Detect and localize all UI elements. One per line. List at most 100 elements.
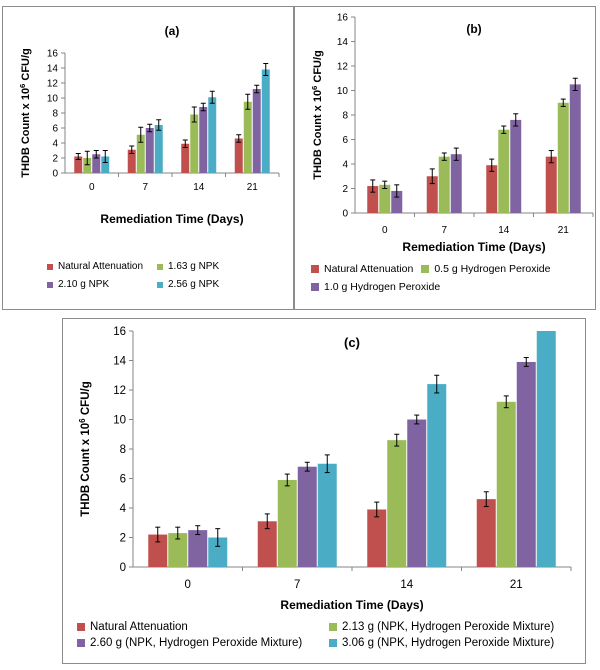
legend-swatch xyxy=(421,265,430,273)
bar-red xyxy=(127,149,136,173)
x-tick-label: 0 xyxy=(185,579,191,591)
bar-purple xyxy=(391,190,403,213)
legend-label: Natural Attenuation xyxy=(58,261,144,272)
x-axis-label: Remediation Time (Days) xyxy=(280,598,423,612)
bar-purple xyxy=(297,466,317,567)
legend-swatch xyxy=(77,639,85,647)
bar-red xyxy=(181,143,190,173)
chart-title: (c) xyxy=(344,335,360,350)
y-tick-label: 4 xyxy=(52,139,58,150)
y-tick-label: 4 xyxy=(120,503,127,515)
bar-cyan xyxy=(317,463,337,567)
x-tick-label: 7 xyxy=(294,579,300,591)
legend-swatch xyxy=(311,283,319,291)
bar-red xyxy=(257,521,277,567)
bar-red xyxy=(234,138,243,173)
x-tick-label: 0 xyxy=(89,182,95,193)
bar-cyan xyxy=(154,125,163,173)
legend-item: Natural Attenuation xyxy=(77,621,321,633)
y-tick-label: 6 xyxy=(52,124,58,135)
chart-c-legend: Natural Attenuation 2.13 g (NPK, Hydrogen… xyxy=(77,621,583,649)
y-tick-label: 14 xyxy=(47,64,59,75)
legend-swatch xyxy=(77,623,85,631)
bar-red xyxy=(367,186,379,213)
y-axis-label-exponent: 6 xyxy=(18,84,27,88)
chart-title: (b) xyxy=(466,22,481,36)
bar-green xyxy=(438,156,450,213)
y-axis-label-suffix: CFU/g xyxy=(80,381,92,418)
legend-item: Natural Attenuation xyxy=(47,261,149,272)
y-tick-label: 8 xyxy=(342,111,348,122)
y-tick-label: 12 xyxy=(113,385,126,397)
y-tick-label: 12 xyxy=(47,79,59,90)
chart-title: (a) xyxy=(165,24,180,38)
legend-label: 0.5 g Hydrogen Peroxide xyxy=(434,263,551,275)
y-tick-label: 14 xyxy=(113,356,126,368)
y-axis-label: THDB Count x 106 CFU/g xyxy=(310,50,324,180)
x-tick-label: 14 xyxy=(400,579,413,591)
legend-item: 2.56 g NPK xyxy=(157,279,259,290)
y-tick-label: 12 xyxy=(337,62,349,73)
bar-purple xyxy=(188,530,208,567)
y-axis-label-prefix: THDB Count x 10 xyxy=(80,423,92,517)
bar-cyan xyxy=(261,69,270,173)
chart-b-legend: Natural Attenuation 0.5 g Hydrogen Peroxi… xyxy=(311,263,595,293)
legend-item: 1.0 g Hydrogen Peroxide xyxy=(311,281,440,293)
y-axis-label: THDB Count x 106 CFU/g xyxy=(78,381,92,516)
y-tick-label: 8 xyxy=(120,444,126,456)
legend-item: 3.06 g (NPK, Hydrogen Peroxide Mixture) xyxy=(329,637,573,649)
bar-purple xyxy=(252,89,261,173)
y-tick-label: 4 xyxy=(342,160,348,171)
x-tick-label: 21 xyxy=(558,225,570,236)
chart-b-svg: 0 2 4 6 8 10 12 14 16 0 7 14 21 (b) Remediation Time (… xyxy=(310,13,594,254)
bar-green xyxy=(168,533,188,567)
legend-swatch xyxy=(311,265,319,273)
y-tick-label: 16 xyxy=(47,49,59,60)
y-tick-label: 0 xyxy=(342,209,348,220)
legend-item: 2.60 g (NPK, Hydrogen Peroxide Mixture) xyxy=(77,637,321,649)
y-tick-label: 2 xyxy=(120,533,126,545)
chart-panel-b: 0 2 4 6 8 10 12 14 16 0 7 14 21 (b) Remediation Time (… xyxy=(294,6,596,310)
bar-cyan xyxy=(427,384,447,567)
x-axis-label: Remediation Time (Days) xyxy=(100,212,243,226)
bar-green xyxy=(136,134,145,173)
legend-label: Natural Attenuation xyxy=(324,263,414,275)
bar-red xyxy=(74,156,83,173)
legend-label: 2.13 g (NPK, Hydrogen Peroxide Mixture) xyxy=(342,621,555,633)
bar-cyan xyxy=(101,156,110,173)
bar-green xyxy=(277,479,297,567)
bar-purple xyxy=(516,361,536,567)
bar-cyan xyxy=(536,331,556,567)
y-axis-label-prefix: THDB Count x 10 xyxy=(312,90,324,180)
legend-swatch xyxy=(157,281,163,288)
legend-label: 3.06 g (NPK, Hydrogen Peroxide Mixture) xyxy=(342,637,555,649)
x-tick-label: 7 xyxy=(441,225,447,236)
x-axis-label: Remediation Time (Days) xyxy=(402,240,545,254)
legend-label: 2.60 g (NPK, Hydrogen Peroxide Mixture) xyxy=(90,637,303,649)
legend-label: 1.63 g NPK xyxy=(168,261,220,272)
bar-purple xyxy=(510,119,522,213)
legend-swatch xyxy=(329,623,337,631)
y-axis-label: THDB Count x 106 CFU/g xyxy=(18,48,32,178)
chart-panel-a: 0 2 4 6 8 10 12 14 16 0 7 14 21 (a) Remediation Time (… xyxy=(2,6,294,310)
bar-green xyxy=(557,102,569,213)
bar-green xyxy=(190,114,199,173)
bar-red xyxy=(367,509,387,567)
legend-label: 2.10 g NPK xyxy=(58,279,110,290)
bar-green xyxy=(379,184,391,213)
y-tick-label: 6 xyxy=(342,135,348,146)
legend-swatch xyxy=(157,263,163,270)
chart-a-legend: Natural Attenuation 1.63 g NPK 2.10 g NPK 2… xyxy=(47,261,287,290)
legend-item: 2.10 g NPK xyxy=(47,279,149,290)
bar-cyan xyxy=(208,97,217,173)
y-axis-label-prefix: THDB Count x 10 xyxy=(20,88,32,178)
legend-label: Natural Attenuation xyxy=(90,621,188,633)
chart-panel-c: 0 2 4 6 8 10 12 14 16 0 7 14 21 (c) Remediation Time (… xyxy=(62,318,586,664)
y-tick-label: 0 xyxy=(52,169,58,180)
bar-purple xyxy=(92,154,101,173)
y-tick-label: 8 xyxy=(52,109,58,120)
legend-label: 1.0 g Hydrogen Peroxide xyxy=(324,281,441,293)
y-axis-label-exponent: 6 xyxy=(310,86,319,90)
bar-purple xyxy=(407,419,427,567)
bar-purple xyxy=(569,84,581,213)
